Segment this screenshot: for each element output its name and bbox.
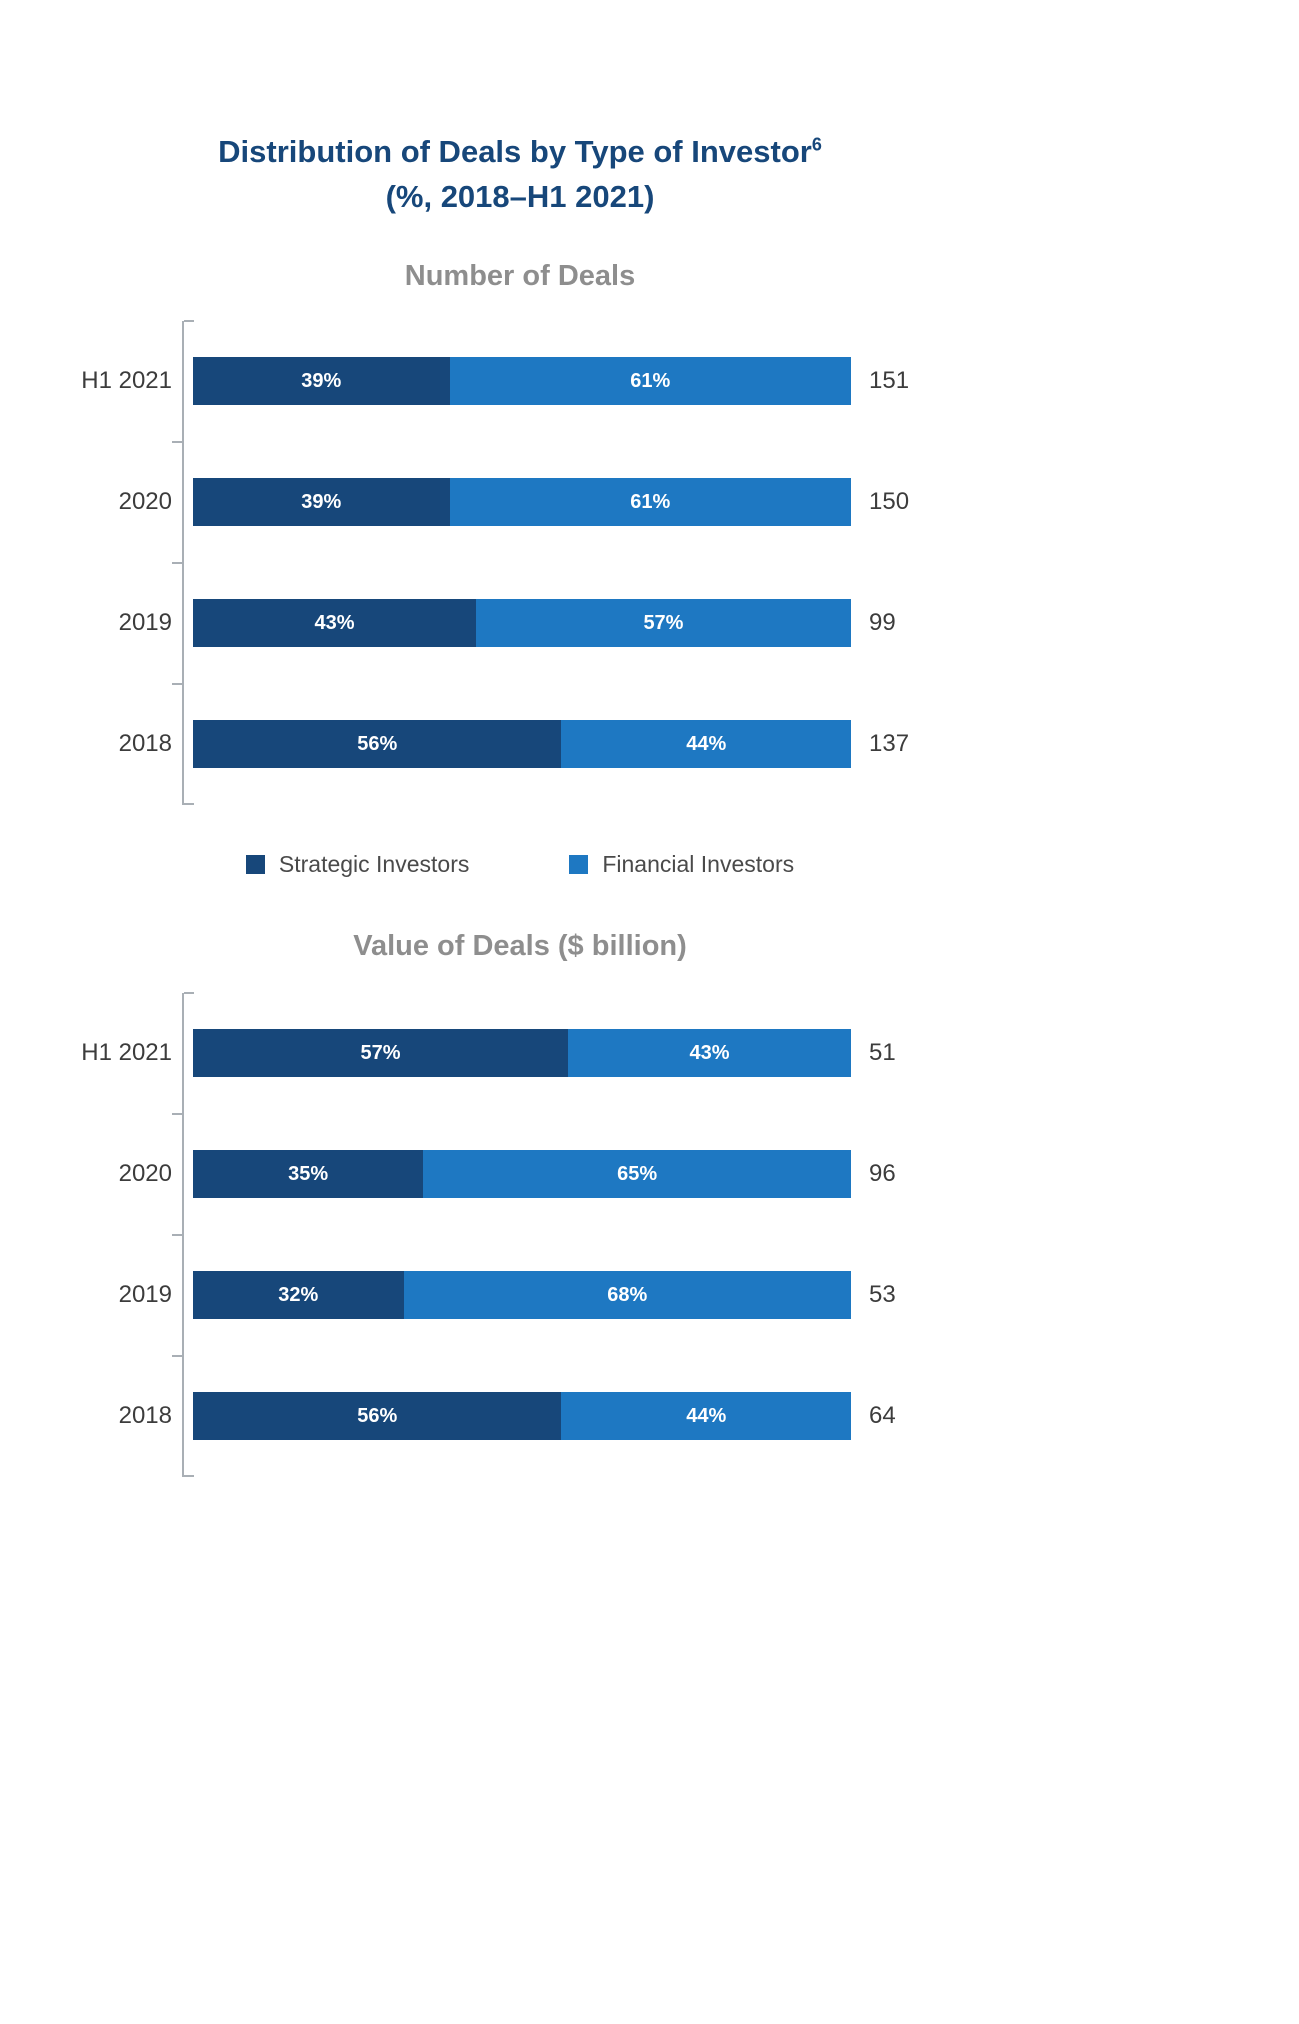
bar-value-label: 44% xyxy=(686,1404,727,1427)
axis-tick xyxy=(172,561,182,564)
category-label: 2018 xyxy=(118,1402,172,1430)
legend-swatch-financial-investors xyxy=(569,854,589,874)
bar-segment-strategic-investors: 35% xyxy=(193,1150,424,1199)
bar-value-label: 39% xyxy=(301,369,342,392)
category-label: H1 2021 xyxy=(81,1039,172,1067)
bar-segment-financial-investors: 43% xyxy=(568,1029,851,1078)
bar-total-label: 99 xyxy=(869,609,896,637)
axis-tick xyxy=(172,1354,182,1357)
bar-total-label: 150 xyxy=(869,488,910,516)
plot-area-number-of-deals: H1 2021 39% 61% 151 2020 39% 61% 150 2019 43% 57% 9… xyxy=(0,319,1040,805)
bar-row-2019: 2019 43% 57% 99 xyxy=(0,563,1040,684)
bar-row-2018: 2018 56% 44% 137 xyxy=(0,684,1040,805)
bar-value-label: 43% xyxy=(689,1041,730,1064)
bar-track: 39% 61% xyxy=(193,357,851,406)
figure-title-footnote-marker: 6 xyxy=(811,134,822,155)
bar-segment-financial-investors: 65% xyxy=(423,1150,851,1199)
figure-title-text: Distribution of Deals by Type of Investo… xyxy=(218,134,812,169)
bar-segment-strategic-investors: 56% xyxy=(193,1392,562,1441)
y-axis xyxy=(172,991,194,1477)
bar-segment-financial-investors: 57% xyxy=(475,599,851,648)
bar-segment-strategic-investors: 32% xyxy=(193,1271,404,1320)
bar-value-label: 56% xyxy=(357,1404,398,1427)
legend-label: Financial Investors xyxy=(602,850,795,877)
axis-tick xyxy=(184,1474,194,1477)
bar-rows: H1 2021 39% 61% 151 2020 39% 61% 150 2019 43% 57% 9… xyxy=(0,321,1040,805)
bar-value-label: 61% xyxy=(630,369,671,392)
bar-track: 32% 68% xyxy=(193,1271,851,1320)
bar-segment-strategic-investors: 39% xyxy=(193,478,450,527)
chart-title-number-of-deals: Number of Deals xyxy=(404,259,636,292)
bar-value-label: 44% xyxy=(686,732,727,755)
bar-segment-financial-investors: 61% xyxy=(449,357,851,406)
bar-row-2019: 2019 32% 68% 53 xyxy=(0,1235,1040,1356)
bar-row-h1-2021: H1 2021 39% 61% 151 xyxy=(0,321,1040,442)
bar-segment-financial-investors: 44% xyxy=(561,720,851,769)
bar-total-label: 96 xyxy=(869,1160,896,1188)
bar-row-2018: 2018 56% 44% 64 xyxy=(0,1356,1040,1477)
bar-track: 56% 44% xyxy=(193,720,851,769)
bar-total-label: 51 xyxy=(869,1039,896,1067)
axis-tick xyxy=(172,440,182,443)
bar-track: 35% 65% xyxy=(193,1150,851,1199)
bar-total-label: 53 xyxy=(869,1281,896,1309)
bar-total-label: 64 xyxy=(869,1402,896,1430)
bar-row-2020: 2020 35% 65% 96 xyxy=(0,1114,1040,1235)
bar-rows: H1 2021 57% 43% 51 2020 35% 65% 96 2019 32% 68% 53 2… xyxy=(0,993,1040,1477)
legend-item-financial-investors: Financial Investors xyxy=(569,851,794,878)
axis-tick xyxy=(184,802,194,805)
figure-subtitle: (%, 2018–H1 2021) xyxy=(385,178,655,214)
category-label: H1 2021 xyxy=(81,367,172,395)
bar-segment-financial-investors: 44% xyxy=(561,1392,851,1441)
legend-item-strategic-investors: Strategic Investors xyxy=(245,850,470,878)
bar-segment-strategic-investors: 56% xyxy=(193,720,562,769)
y-axis xyxy=(172,319,194,805)
plot-area-value-of-deals: H1 2021 57% 43% 51 2020 35% 65% 96 2019 32% 68% 53 2… xyxy=(0,991,1040,1477)
bar-value-label: 39% xyxy=(301,490,342,513)
bar-value-label: 65% xyxy=(617,1162,658,1185)
category-label: 2020 xyxy=(118,488,172,516)
category-label: 2019 xyxy=(118,1281,172,1309)
bar-row-h1-2021: H1 2021 57% 43% 51 xyxy=(0,993,1040,1114)
axis-tick xyxy=(172,1233,182,1236)
axis-tick xyxy=(184,319,194,322)
bar-track: 39% 61% xyxy=(193,478,851,527)
legend: Strategic Investors Financial Investors xyxy=(0,851,1040,878)
bar-track: 43% 57% xyxy=(193,599,851,648)
figure-title-block: Distribution of Deals by Type of Investo… xyxy=(0,0,1040,220)
bar-segment-financial-investors: 61% xyxy=(449,478,851,527)
bar-value-label: 32% xyxy=(278,1283,319,1306)
bar-value-label: 61% xyxy=(630,490,671,513)
bar-segment-strategic-investors: 39% xyxy=(193,357,450,406)
bar-value-label: 57% xyxy=(643,611,684,634)
category-label: 2018 xyxy=(118,730,172,758)
bar-row-2020: 2020 39% 61% 150 xyxy=(0,442,1040,563)
axis-tick xyxy=(184,991,194,994)
chart-title-value-of-deals: Value of Deals ($ billion) xyxy=(353,929,687,962)
bar-value-label: 68% xyxy=(607,1283,648,1306)
category-label: 2019 xyxy=(118,609,172,637)
bar-total-label: 151 xyxy=(869,367,910,395)
figure-title: Distribution of Deals by Type of Investo… xyxy=(0,130,1040,220)
chart-value-of-deals: Value of Deals ($ billion) H1 2021 57% 43%… xyxy=(0,930,1299,1477)
bar-segment-financial-investors: 68% xyxy=(403,1271,851,1320)
axis-tick xyxy=(172,1112,182,1115)
axis-tick xyxy=(172,682,182,685)
bar-value-label: 35% xyxy=(288,1162,329,1185)
bar-segment-strategic-investors: 57% xyxy=(193,1029,569,1078)
bar-value-label: 56% xyxy=(357,732,398,755)
chart-number-of-deals: Number of Deals H1 2021 39% 61% 151 2020 39% 6… xyxy=(0,260,1299,805)
bar-track: 57% 43% xyxy=(193,1029,851,1078)
bar-segment-strategic-investors: 43% xyxy=(193,599,476,648)
legend-label: Strategic Investors xyxy=(278,850,470,877)
legend-swatch-strategic-investors xyxy=(245,854,265,874)
category-label: 2020 xyxy=(118,1160,172,1188)
bar-value-label: 57% xyxy=(360,1041,401,1064)
bar-track: 56% 44% xyxy=(193,1392,851,1441)
bar-value-label: 43% xyxy=(314,611,355,634)
bar-total-label: 137 xyxy=(869,730,910,758)
